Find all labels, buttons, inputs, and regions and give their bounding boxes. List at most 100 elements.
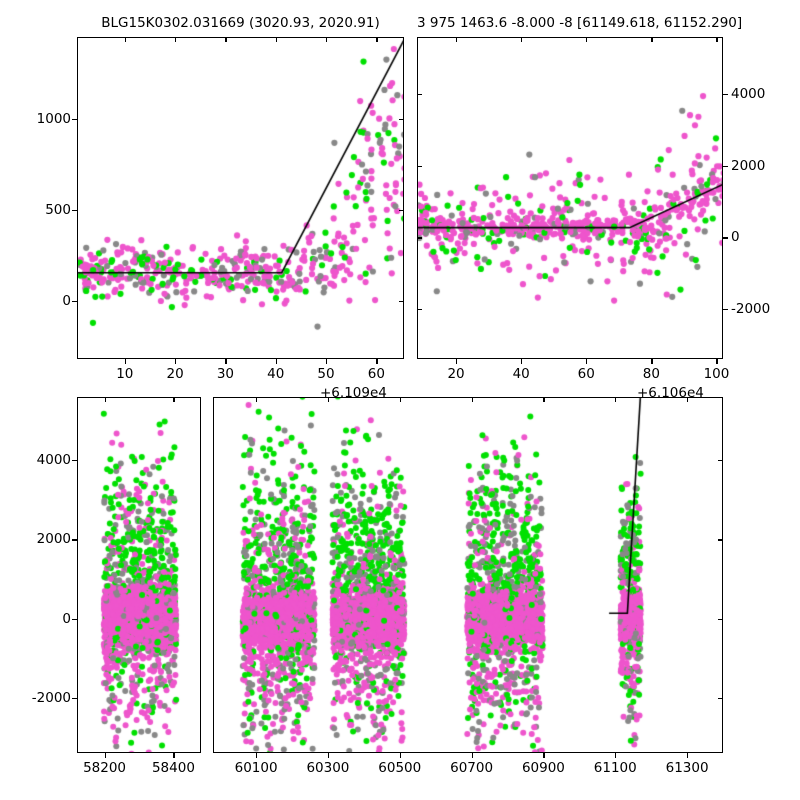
x-axis-tick [651, 37, 653, 42]
top-left-scatter-panel[interactable] [77, 37, 404, 359]
x-axis-tick [376, 359, 378, 364]
x-axis-tick [521, 37, 523, 42]
y-axis-tick [417, 165, 422, 167]
x-axis-tick [104, 397, 106, 402]
top-left-plot-canvas [78, 38, 403, 358]
x-tick-label: 20 [447, 366, 465, 382]
x-axis-tick [225, 359, 227, 364]
x-axis-tick [175, 37, 177, 42]
y-axis-tick [417, 237, 422, 239]
y-tick-label: 4000 [731, 86, 766, 103]
x-axis-tick [104, 753, 106, 758]
x-axis-tick [651, 359, 653, 364]
x-axis-tick [326, 359, 328, 364]
x-axis-tick [716, 37, 718, 42]
x-axis-tick [687, 753, 689, 758]
x-axis-tick [275, 37, 277, 42]
y-axis-tick [417, 94, 422, 96]
y-tick-label: 0 [731, 229, 740, 246]
x-axis-tick [586, 359, 588, 364]
x-axis-tick [173, 397, 175, 402]
x-tick-label: 58400 [151, 760, 195, 776]
top-right-scatter-panel[interactable] [417, 37, 723, 359]
y-axis-tick [718, 539, 723, 541]
x-tick-label: 10 [116, 366, 134, 382]
y-axis-tick [399, 209, 404, 211]
x-axis-tick [376, 37, 378, 42]
y-tick-label: 2000 [36, 531, 71, 548]
x-axis-tick [471, 397, 473, 402]
y-axis-tick [723, 165, 728, 167]
x-axis-tick [225, 37, 227, 42]
x-tick-label: 60900 [521, 760, 565, 776]
x-axis-tick [124, 37, 126, 42]
x-axis-tick [456, 359, 458, 364]
y-axis-tick [399, 300, 404, 302]
y-axis-tick [417, 308, 422, 311]
x-axis-tick [173, 753, 175, 758]
x-axis-tick [124, 359, 126, 364]
y-axis-tick [72, 118, 77, 121]
x-axis-tick [327, 397, 330, 402]
x-tick-label: 60 [577, 366, 595, 382]
x-axis-tick [275, 359, 277, 364]
y-axis-tick [72, 539, 77, 541]
y-tick-label: 4000 [36, 452, 71, 469]
y-axis-tick [72, 618, 77, 620]
y-axis-tick [399, 118, 404, 121]
x-axis-tick [543, 753, 545, 758]
y-axis-tick [72, 697, 77, 699]
x-axis-tick [327, 753, 330, 758]
x-axis-tick [399, 753, 401, 758]
x-tick-label: 60700 [450, 760, 494, 776]
x-axis-tick [687, 397, 689, 402]
y-axis-tick [72, 300, 77, 302]
top-right-panel-title: 3 975 1463.6 -8.000 -8 [61149.618, 61152… [417, 15, 743, 31]
y-axis-tick [718, 460, 723, 462]
y-axis-tick [72, 209, 77, 211]
x-axis-tick [175, 359, 177, 364]
x-tick-label: 60 [367, 366, 385, 382]
bottom-left-plot-canvas [78, 398, 200, 752]
y-axis-tick [718, 618, 723, 620]
y-tick-label: -2000 [731, 300, 771, 317]
y-tick-label: 500 [45, 201, 71, 218]
x-tick-label: 80 [642, 366, 660, 382]
x-tick-label: 20 [166, 366, 184, 382]
y-tick-label: 0 [62, 610, 71, 627]
x-tick-label: 60300 [306, 760, 350, 776]
x-axis-tick [615, 753, 617, 758]
x-tick-label: 61300 [665, 760, 709, 776]
y-axis-tick [72, 460, 77, 462]
x-tick-label: 30 [216, 366, 234, 382]
x-axis-tick [543, 397, 545, 402]
y-tick-label: 1000 [36, 110, 71, 127]
y-axis-tick [718, 697, 723, 699]
y-axis-tick [723, 94, 728, 96]
x-axis-tick [326, 37, 328, 42]
x-axis-tick [399, 397, 401, 402]
bottom-scatter-panel-left[interactable] [77, 397, 201, 753]
x-tick-label: 60100 [234, 760, 278, 776]
y-axis-tick [723, 308, 728, 311]
bottom-right-plot-canvas [214, 398, 722, 752]
x-axis-tick [456, 37, 458, 42]
bottom-scatter-panel-right[interactable] [213, 397, 723, 753]
y-axis-tick [723, 237, 728, 239]
x-tick-label: 60500 [378, 760, 422, 776]
x-axis-tick [256, 397, 258, 402]
x-axis-tick [615, 397, 617, 402]
x-tick-label: 100 [703, 366, 730, 382]
x-tick-label: 58200 [83, 760, 127, 776]
y-tick-label: 2000 [731, 157, 766, 174]
x-axis-tick [716, 359, 718, 364]
y-tick-label: -2000 [31, 689, 71, 706]
x-tick-label: 40 [512, 366, 530, 382]
x-axis-tick [521, 359, 523, 364]
x-axis-tick [471, 753, 473, 758]
top-left-panel-title: BLG15K0302.031669 (3020.93, 2020.91) [101, 15, 380, 31]
x-tick-label: 50 [317, 366, 335, 382]
y-tick-label: 0 [62, 292, 71, 309]
x-tick-label: 61100 [593, 760, 637, 776]
